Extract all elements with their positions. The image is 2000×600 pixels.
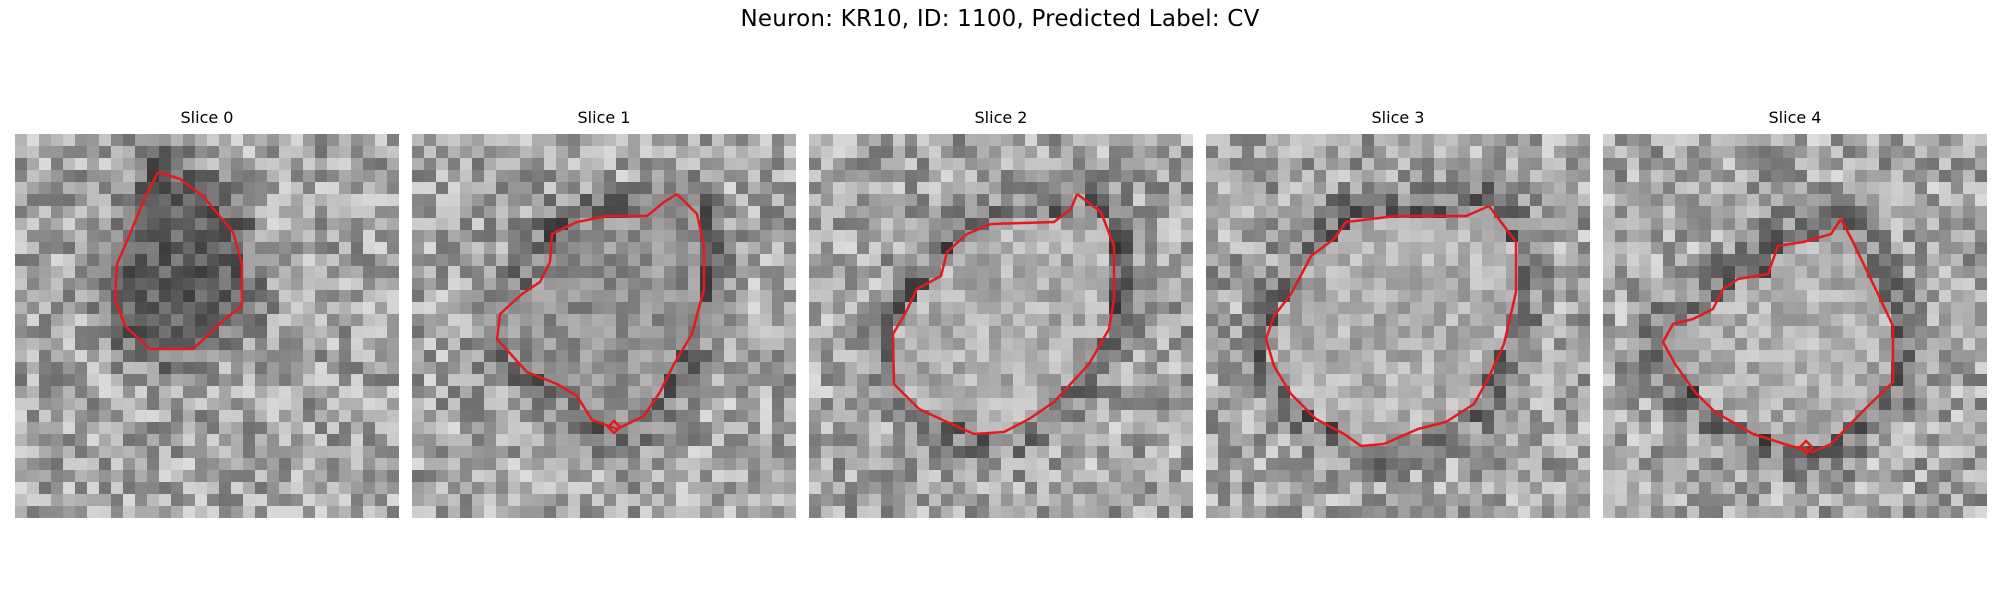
slice-image-2 (809, 134, 1193, 518)
roi-contour (1264, 204, 1518, 448)
slice-title: Slice 3 (1371, 108, 1425, 127)
pixel-grid (15, 134, 399, 518)
slice-image-0 (15, 134, 399, 518)
pixel-grid (1603, 134, 1987, 518)
roi-contour (113, 170, 244, 351)
figure-title: Neuron: KR10, ID: 1100, Predicted Label:… (740, 6, 1260, 32)
slice-title: Slice 2 (974, 108, 1028, 127)
roi-contour (891, 193, 1116, 436)
pixel-grid (809, 134, 1193, 518)
roi-fragment-marker (1798, 439, 1814, 455)
slice-image-3 (1206, 134, 1590, 518)
roi-contour (495, 192, 706, 431)
slice-title: Slice 1 (577, 108, 631, 127)
slice-image-4 (1603, 134, 1987, 518)
pixel-grid (412, 134, 796, 518)
slice-image-1 (412, 134, 796, 518)
slice-title: Slice 0 (180, 108, 234, 127)
roi-fragment-marker (606, 419, 622, 435)
pixel-grid (1206, 134, 1590, 518)
slice-title: Slice 4 (1768, 108, 1822, 127)
roi-contour (1661, 218, 1895, 454)
